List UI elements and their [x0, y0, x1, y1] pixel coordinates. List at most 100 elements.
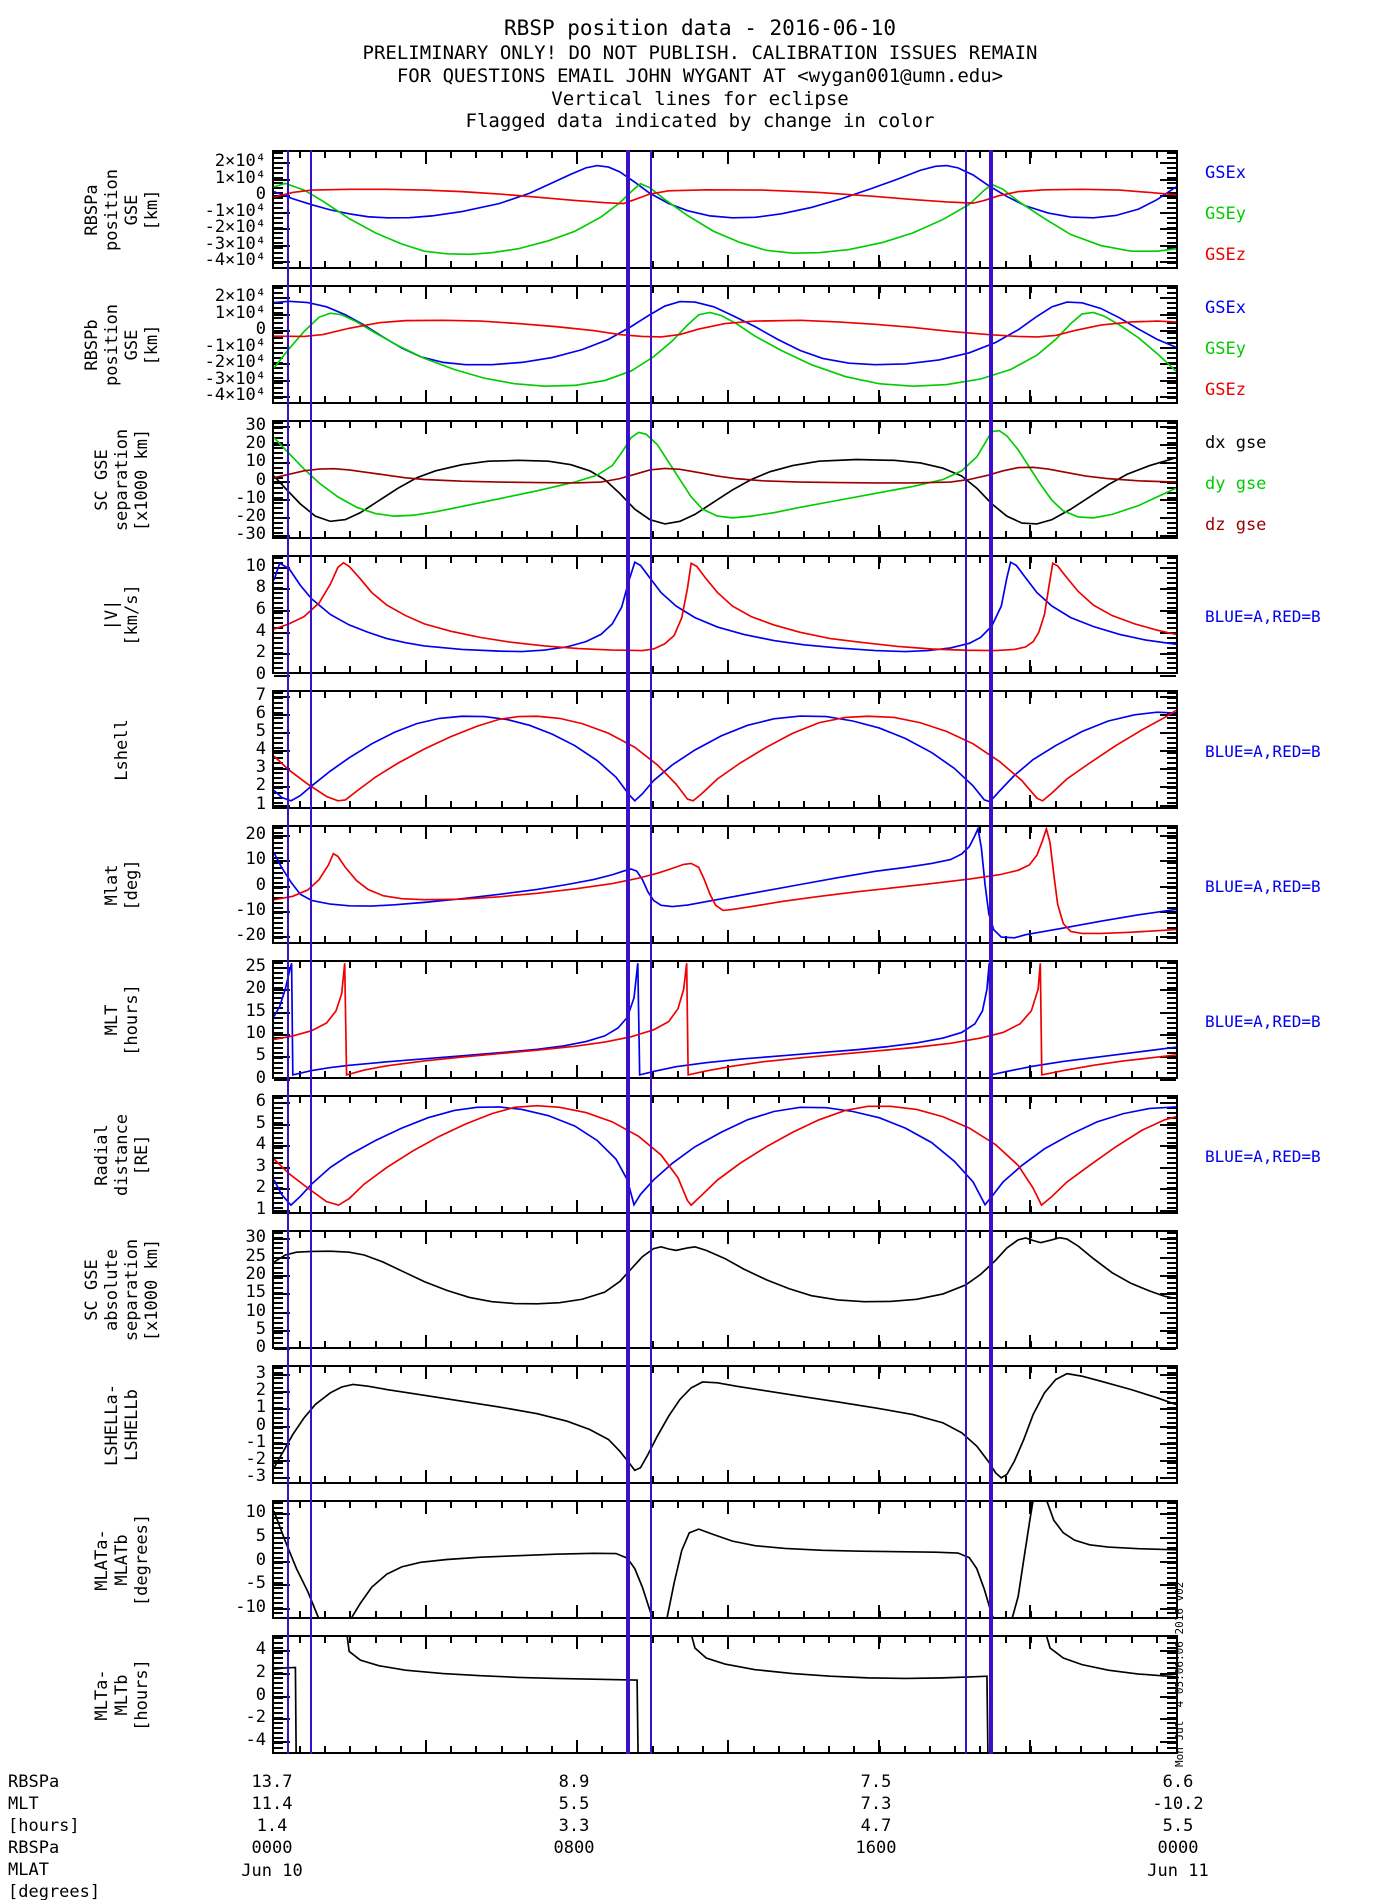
- x-minor-tick: [903, 1611, 906, 1617]
- x-minor-tick: [1155, 1206, 1158, 1212]
- x-minor-tick: [752, 1502, 755, 1508]
- x-minor-tick: [1004, 1206, 1007, 1212]
- x-minor-tick: [324, 396, 327, 402]
- y-major-tick: [274, 1425, 290, 1428]
- curves-mlat-difference: [274, 1502, 1176, 1617]
- x-minor-tick: [702, 1071, 705, 1077]
- x-minor-tick: [1105, 261, 1108, 267]
- y-tick-label: -20: [235, 505, 266, 526]
- x-major-tick: [576, 1367, 578, 1379]
- y-major-tick: [274, 588, 290, 591]
- x-minor-tick: [954, 827, 957, 833]
- y-major-tick: [274, 395, 290, 398]
- x-minor-tick: [349, 1637, 352, 1643]
- x-minor-tick: [853, 261, 856, 267]
- x-minor-tick: [677, 1476, 679, 1482]
- x-minor-tick: [1055, 1097, 1057, 1103]
- x-minor-tick: [903, 1097, 906, 1103]
- x-minor-tick: [651, 422, 654, 428]
- x-minor-tick: [828, 396, 831, 402]
- panel-mlat: [272, 825, 1178, 944]
- x-minor-tick: [551, 531, 553, 537]
- y-tick-label: 4: [255, 739, 266, 760]
- x-minor-tick: [525, 666, 528, 672]
- subtitle-warning: PRELIMINARY ONLY! DO NOT PUBLISH. CALIBR…: [362, 42, 1038, 64]
- x-minor-tick: [500, 1746, 503, 1752]
- y-major-tick: [1160, 1166, 1176, 1169]
- y-major-tick: [274, 860, 290, 863]
- y-major-tick: [274, 1033, 290, 1036]
- x-minor-tick: [979, 1341, 982, 1347]
- x-major-tick: [425, 1740, 427, 1752]
- y-major-tick: [1160, 885, 1176, 888]
- x-minor-tick: [475, 1071, 478, 1077]
- x-minor-tick: [601, 827, 604, 833]
- x-minor-tick: [349, 1341, 352, 1347]
- y-major-tick: [274, 834, 290, 837]
- x-minor-tick: [1004, 1071, 1007, 1077]
- x-minor-tick: [777, 396, 780, 402]
- x-major-tick: [727, 962, 729, 974]
- x-major-tick: [727, 1065, 729, 1077]
- x-minor-tick: [903, 962, 906, 968]
- x-minor-tick: [1105, 152, 1108, 158]
- x-minor-tick: [903, 801, 906, 807]
- x-minor-tick: [677, 827, 679, 833]
- x-minor-tick: [399, 666, 402, 672]
- x-minor-tick: [1155, 531, 1158, 537]
- x-minor-tick: [651, 936, 654, 942]
- x-minor-tick: [349, 962, 352, 968]
- x-major-tick: [425, 1200, 427, 1212]
- x-minor-tick: [1055, 261, 1057, 267]
- x-minor-tick: [1155, 692, 1158, 698]
- x-minor-tick: [954, 287, 957, 293]
- x-minor-tick: [450, 936, 453, 942]
- y-major-tick: [1160, 178, 1176, 181]
- x-major-tick: [425, 1637, 427, 1649]
- x-minor-tick: [324, 261, 327, 267]
- y-major-tick: [1160, 462, 1176, 465]
- x-minor-tick: [979, 692, 982, 698]
- x-major-tick: [1029, 1502, 1031, 1514]
- x-minor-tick: [651, 1206, 654, 1212]
- x-minor-tick: [601, 1611, 604, 1617]
- x-minor-tick: [752, 1746, 755, 1752]
- axis-value-label: -10.2: [1152, 1794, 1204, 1814]
- y-major-tick: [1160, 516, 1176, 519]
- y-tick-label: 8: [255, 577, 266, 598]
- y-major-tick: [274, 1695, 290, 1698]
- x-major-tick: [425, 287, 427, 299]
- y-axis-title-mlat: Mlat [deg]: [102, 858, 142, 911]
- x-minor-tick: [853, 692, 856, 698]
- x-minor-tick: [450, 1206, 453, 1212]
- y-minor-ticks-right: [1167, 1637, 1176, 1752]
- x-major-tick: [1029, 962, 1031, 974]
- x-minor-tick: [702, 801, 705, 807]
- x-minor-tick: [1080, 1341, 1083, 1347]
- y-major-tick: [1160, 1512, 1176, 1515]
- x-minor-tick: [979, 936, 982, 942]
- y-tick-label: -10: [235, 1597, 266, 1618]
- y-tick-label: 0: [255, 1067, 266, 1088]
- x-minor-tick: [979, 1637, 982, 1643]
- y-axis-title-mlt-difference: MLTa- MLTb [hours]: [92, 1658, 152, 1731]
- x-minor-tick: [374, 531, 377, 537]
- x-minor-tick: [601, 396, 604, 402]
- x-minor-tick: [803, 1097, 805, 1103]
- x-minor-tick: [500, 692, 503, 698]
- x-minor-tick: [777, 287, 780, 293]
- x-minor-tick: [299, 962, 301, 968]
- x-minor-tick: [525, 1367, 528, 1373]
- x-minor-tick: [450, 827, 453, 833]
- x-minor-tick: [979, 1097, 982, 1103]
- y-major-tick: [274, 1348, 290, 1351]
- x-minor-tick: [450, 1097, 453, 1103]
- x-minor-tick: [828, 936, 831, 942]
- x-minor-tick: [853, 287, 856, 293]
- x-minor-tick: [1004, 287, 1007, 293]
- x-minor-tick: [853, 1232, 856, 1238]
- x-minor-tick: [929, 936, 931, 942]
- x-major-tick: [878, 525, 880, 537]
- x-minor-tick: [551, 801, 553, 807]
- y-major-tick: [1160, 195, 1176, 198]
